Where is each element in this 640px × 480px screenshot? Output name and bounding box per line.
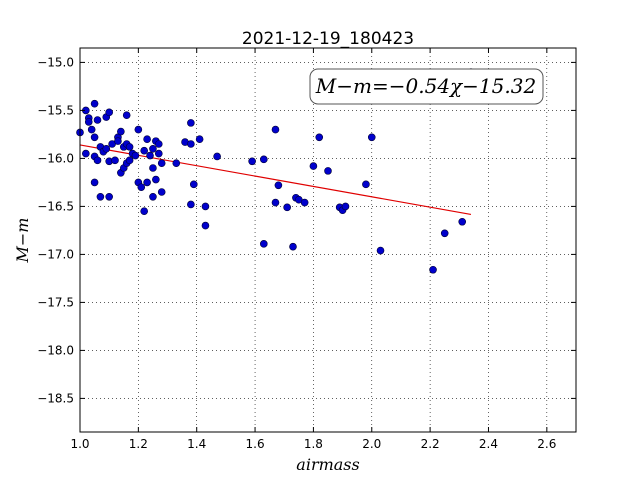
data-point	[157, 159, 166, 167]
y-tick-label: −18.0	[37, 343, 74, 357]
data-point	[140, 146, 148, 155]
data-point	[90, 133, 99, 142]
data-points	[76, 68, 475, 274]
data-point	[125, 156, 134, 165]
data-point	[105, 193, 113, 201]
data-point	[300, 198, 309, 207]
x-tick-label: 1.0	[70, 437, 89, 451]
x-tick-label: 1.8	[304, 437, 323, 451]
tick-marks	[79, 48, 576, 432]
data-point	[90, 99, 99, 108]
data-point	[289, 242, 297, 251]
x-tick-label: 1.6	[246, 437, 265, 451]
data-point	[189, 180, 198, 189]
data-point	[260, 155, 268, 164]
y-tick-label: −15.5	[37, 103, 74, 117]
data-point	[195, 135, 204, 143]
y-tick-label: −17.0	[37, 247, 74, 261]
data-point	[187, 119, 195, 127]
data-point	[117, 127, 125, 136]
data-point	[367, 133, 376, 142]
data-point	[187, 200, 195, 209]
data-point	[137, 183, 146, 191]
data-point	[125, 143, 134, 151]
data-point	[271, 125, 280, 134]
plot-frame	[79, 47, 577, 433]
data-point	[143, 135, 151, 143]
data-point	[114, 137, 122, 145]
fit-line	[79, 144, 472, 216]
data-point	[283, 203, 291, 212]
data-point	[134, 125, 143, 134]
y-axis-label: M−m	[13, 218, 32, 264]
x-tick-label: 1.4	[187, 437, 206, 451]
data-point	[154, 149, 163, 158]
data-point	[201, 221, 210, 230]
y-tick-label: −15.0	[37, 55, 74, 69]
data-point	[440, 229, 449, 238]
y-tick-label: −16.0	[37, 151, 74, 165]
equation-annotation: M−m=−0.54χ−15.32	[309, 68, 544, 105]
fit-line-group	[79, 144, 472, 216]
y-tick-labels: −15.0 −15.5 −16.0 −16.5 −17.0 −17.5 −18.0 −18.5	[37, 55, 74, 405]
data-point	[96, 193, 105, 201]
data-point	[201, 202, 210, 211]
data-point	[152, 175, 160, 184]
x-tick-label: 2.0	[362, 437, 381, 451]
data-point	[213, 152, 221, 161]
y-tick-label: −16.5	[37, 199, 74, 213]
data-point	[157, 188, 166, 196]
data-point	[274, 181, 283, 190]
data-point	[93, 116, 102, 124]
data-point	[324, 167, 332, 175]
data-point	[93, 156, 102, 165]
data-point	[362, 180, 370, 189]
data-point	[82, 149, 90, 158]
annotation-box	[309, 68, 544, 105]
x-tick-label: 2.6	[537, 437, 556, 451]
data-point	[143, 178, 151, 187]
x-tick-label: 2.2	[421, 437, 440, 451]
data-point	[376, 246, 385, 255]
data-point	[122, 111, 131, 119]
chart-title: 2021-12-19_180423	[242, 29, 414, 49]
plot-area	[80, 48, 576, 432]
data-point	[271, 198, 280, 207]
data-point	[260, 240, 268, 248]
data-point	[149, 193, 157, 201]
data-point	[149, 164, 157, 172]
data-point	[149, 145, 157, 153]
annotation-text: M−m=−0.54χ−15.32	[315, 74, 536, 98]
data-point	[458, 217, 467, 226]
data-point	[131, 151, 140, 160]
data-point	[341, 202, 350, 211]
data-point	[172, 159, 181, 167]
data-point	[154, 140, 163, 148]
data-point	[429, 265, 437, 274]
x-tick-labels: 1.0 1.2 1.4 1.6 1.8 2.0 2.2 2.4 2.6	[70, 437, 556, 451]
data-point	[102, 145, 111, 153]
x-axis-label: airmass	[296, 455, 359, 474]
data-point	[315, 133, 324, 142]
data-point	[309, 162, 318, 170]
data-point	[84, 118, 93, 126]
data-point	[146, 151, 154, 160]
data-point	[87, 125, 96, 134]
x-tick-label: 1.2	[129, 437, 148, 451]
data-point	[187, 140, 195, 148]
data-point	[90, 178, 99, 187]
grid	[79, 48, 576, 432]
x-tick-label: 2.4	[479, 437, 498, 451]
data-point	[248, 157, 256, 166]
data-point	[140, 207, 148, 215]
data-point	[105, 108, 113, 117]
y-tick-label: −17.5	[37, 295, 74, 309]
data-point	[111, 156, 119, 165]
y-tick-label: −18.5	[37, 391, 74, 405]
